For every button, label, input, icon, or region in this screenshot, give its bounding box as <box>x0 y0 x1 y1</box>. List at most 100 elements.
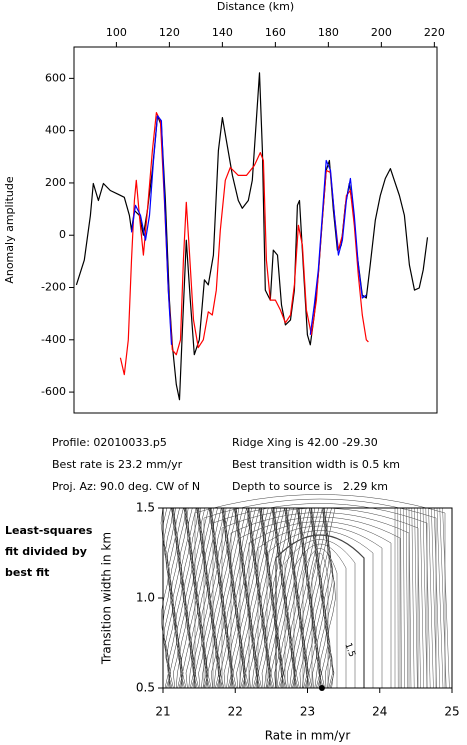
contour-line <box>316 507 325 689</box>
contour-line <box>222 507 231 689</box>
y-tick-label: 600 <box>45 71 66 84</box>
info-text: Profile: 02010033.p5 <box>52 436 167 449</box>
contour-line <box>208 507 217 689</box>
contour-line <box>288 507 297 689</box>
contour-line <box>239 516 401 688</box>
x-tick-label: 25 <box>444 705 459 719</box>
x-tick-label: 220 <box>424 26 445 39</box>
note-line: fit divided by <box>5 545 87 558</box>
contour-line <box>255 507 265 689</box>
data-line <box>130 115 367 345</box>
x-tick-label: 160 <box>265 26 286 39</box>
contour-line <box>266 530 374 688</box>
contour-line <box>230 507 240 689</box>
contour-line <box>163 507 172 689</box>
contour-line <box>197 507 206 689</box>
info-text: Best rate is 23.2 mm/yr <box>52 458 183 471</box>
contour-line <box>267 507 276 689</box>
contour-line <box>425 507 431 689</box>
contour-lines <box>160 494 450 689</box>
note-line: Least-squares <box>5 524 93 537</box>
y-tick-label: 1.5 <box>136 501 155 515</box>
contour-line <box>243 507 252 689</box>
contour-line <box>422 507 428 689</box>
contour-line <box>209 507 219 689</box>
contour-line <box>291 507 300 689</box>
contour-line <box>292 507 301 689</box>
contour-line <box>271 507 280 689</box>
contour-line <box>265 507 275 689</box>
data-line <box>119 112 369 376</box>
contour-line <box>220 507 230 689</box>
contour-line <box>275 534 365 688</box>
x-tick-label: 23 <box>300 705 315 719</box>
contour-line <box>183 507 192 689</box>
contour-line <box>251 507 261 689</box>
x-tick-label: 21 <box>155 705 170 719</box>
contour-line <box>241 507 251 689</box>
contour-line <box>278 507 287 689</box>
contour-line <box>258 507 268 689</box>
data-line <box>75 72 429 401</box>
plot-frame <box>73 46 438 414</box>
contour-line <box>176 507 185 689</box>
contour-line <box>170 507 180 689</box>
contour-line <box>431 507 437 689</box>
contour-line <box>229 507 238 689</box>
y-tick-label: -400 <box>41 333 66 346</box>
contour-line <box>417 507 421 689</box>
y-tick-label: -200 <box>41 281 66 294</box>
contour-line <box>313 507 322 689</box>
contour-line <box>325 507 335 689</box>
x-tick-label: 200 <box>371 26 392 39</box>
contour-line <box>193 507 202 689</box>
contour-line <box>293 543 347 688</box>
contour-line <box>194 494 446 688</box>
contour-line <box>246 507 255 689</box>
contour-line <box>327 507 336 689</box>
x-tick-label: 140 <box>212 26 233 39</box>
contour-line <box>203 498 437 688</box>
contour-line <box>414 507 418 689</box>
contour-line <box>254 507 264 689</box>
contour-line <box>250 507 259 689</box>
contour-line <box>317 507 327 689</box>
side-note: Least-squares fit divided by best fit <box>5 524 93 579</box>
x-axis-label: Distance (km) <box>217 0 294 13</box>
contour-line <box>324 507 333 689</box>
y-tick-label: 1.0 <box>136 591 155 605</box>
y-axis-label: Transition width in km <box>100 532 114 665</box>
contour-line <box>408 507 412 689</box>
contour-line <box>230 512 410 688</box>
x-axis-label: Rate in mm/yr <box>265 729 351 743</box>
contour-line <box>237 507 247 689</box>
contour-line <box>199 507 209 689</box>
x-tick-label: 100 <box>106 26 127 39</box>
best-fit-point <box>318 685 325 691</box>
contour-line <box>303 507 313 689</box>
contour-line <box>304 507 314 689</box>
y-tick-label: 0 <box>59 228 66 241</box>
contour-line <box>174 507 184 689</box>
info-text: Ridge Xing is 42.00 -29.30 <box>232 436 378 449</box>
contour-line <box>405 507 409 689</box>
x-tick-label: 120 <box>159 26 180 39</box>
x-tick-label: 180 <box>318 26 339 39</box>
contour-line <box>314 507 324 689</box>
contour-line <box>257 525 383 688</box>
contour-line <box>187 507 196 689</box>
contour-line <box>300 507 310 689</box>
y-tick-label: 400 <box>45 124 66 137</box>
y-tick-label: -600 <box>41 385 66 398</box>
contour-label: 1.5 <box>342 642 356 659</box>
y-tick-label: 0.5 <box>136 681 155 695</box>
contour-line <box>275 507 285 689</box>
contour-line <box>284 539 356 688</box>
x-tick-label: 22 <box>228 705 243 719</box>
info-text: Best transition width is 0.5 km <box>232 458 400 471</box>
contour-line <box>323 507 332 689</box>
contour-line <box>400 507 402 689</box>
y-tick-label: 200 <box>45 176 66 189</box>
contour-line <box>411 507 415 689</box>
